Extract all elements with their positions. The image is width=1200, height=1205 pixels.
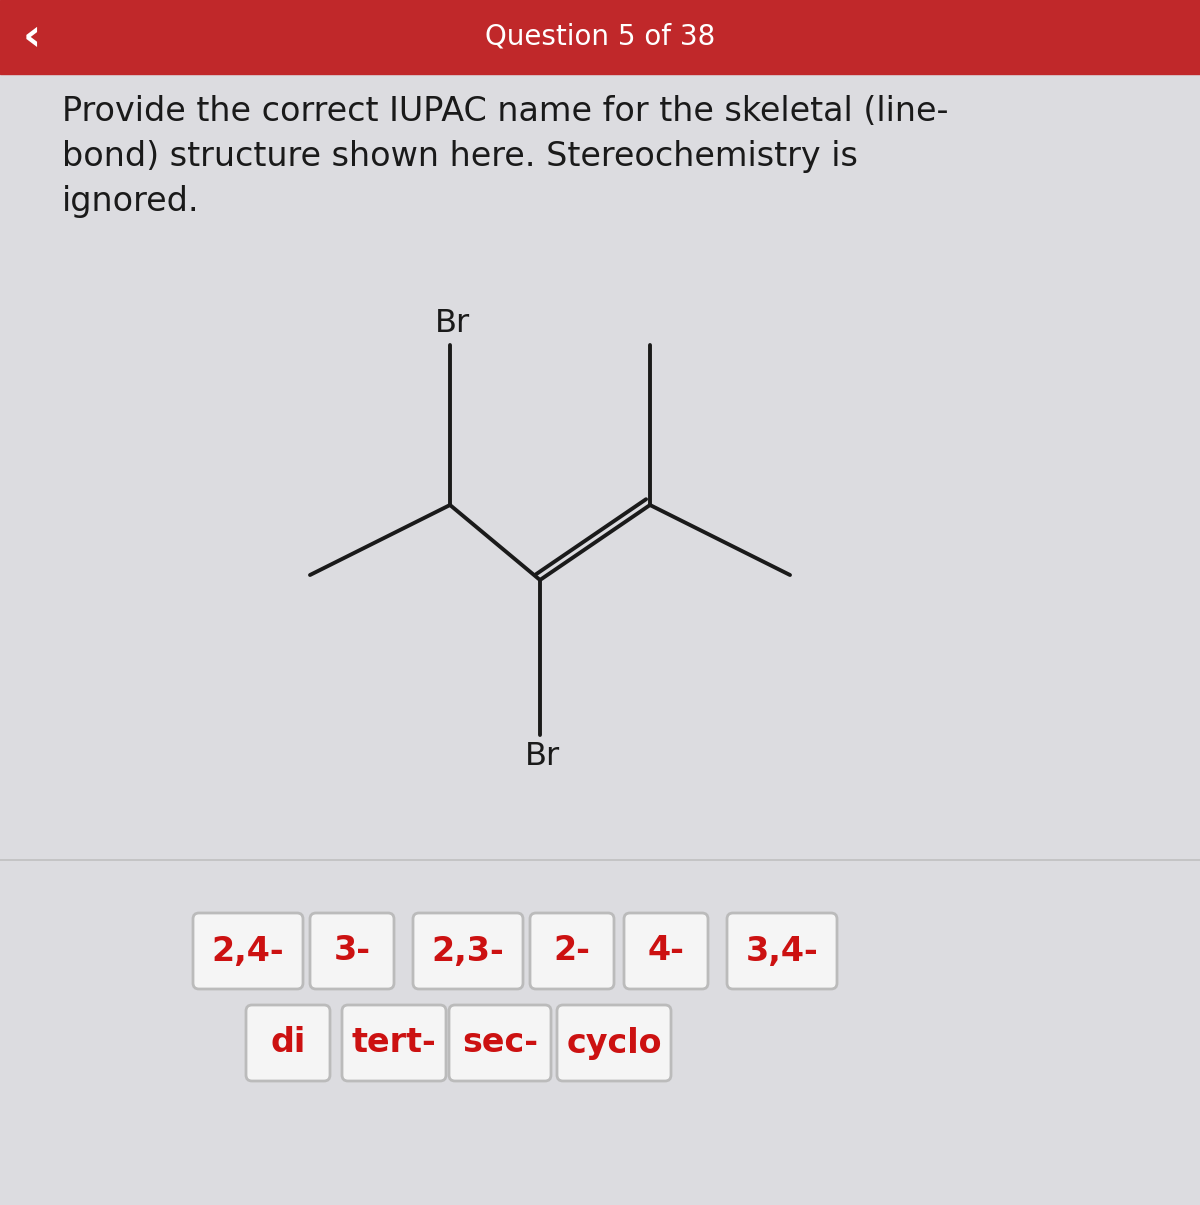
Text: 2,3-: 2,3- (432, 935, 504, 968)
Text: sec-: sec- (462, 1027, 538, 1059)
Text: 4-: 4- (648, 935, 684, 968)
FancyBboxPatch shape (727, 913, 838, 989)
Text: ignored.: ignored. (62, 186, 199, 218)
FancyBboxPatch shape (557, 1005, 671, 1081)
FancyBboxPatch shape (449, 1005, 551, 1081)
FancyBboxPatch shape (246, 1005, 330, 1081)
Text: bond) structure shown here. Stereochemistry is: bond) structure shown here. Stereochemis… (62, 140, 858, 174)
Text: cyclo: cyclo (566, 1027, 661, 1059)
Text: di: di (270, 1027, 306, 1059)
FancyBboxPatch shape (342, 1005, 446, 1081)
FancyBboxPatch shape (530, 913, 614, 989)
Text: 3-: 3- (334, 935, 371, 968)
Text: Br: Br (434, 308, 469, 339)
Text: 2-: 2- (553, 935, 590, 968)
Text: Question 5 of 38: Question 5 of 38 (485, 23, 715, 51)
Text: tert-: tert- (352, 1027, 437, 1059)
Text: Provide the correct IUPAC name for the skeletal (line-: Provide the correct IUPAC name for the s… (62, 95, 948, 128)
Bar (0, 0, 1200, 74)
Text: ‹: ‹ (23, 16, 41, 59)
Text: Br: Br (524, 741, 559, 772)
FancyBboxPatch shape (624, 913, 708, 989)
Text: 3,4-: 3,4- (745, 935, 818, 968)
FancyBboxPatch shape (193, 913, 302, 989)
FancyBboxPatch shape (413, 913, 523, 989)
FancyBboxPatch shape (310, 913, 394, 989)
Text: 2,4-: 2,4- (211, 935, 284, 968)
